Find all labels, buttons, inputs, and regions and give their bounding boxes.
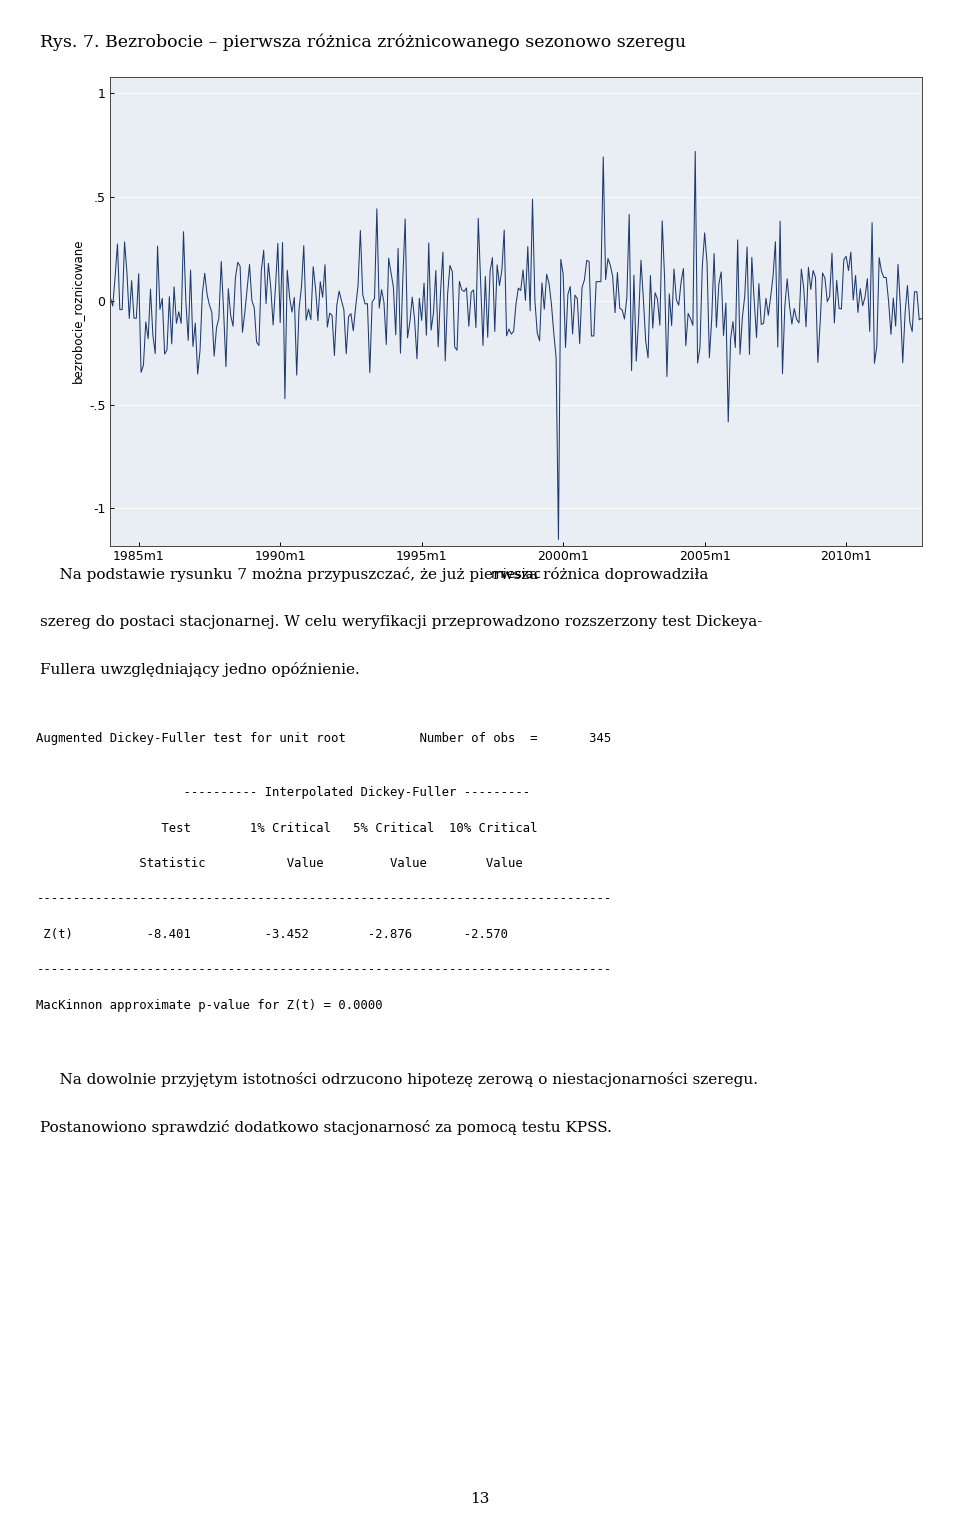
Y-axis label: bezrobocie_roznicowane: bezrobocie_roznicowane [70,238,84,384]
Text: Statistic           Value         Value        Value: Statistic Value Value Value [36,858,523,870]
Text: Z(t)          -8.401          -3.452        -2.876       -2.570: Z(t) -8.401 -3.452 -2.876 -2.570 [36,928,509,941]
Text: Postanowiono sprawdzić dodatkowo stacjonarnosć za pomocą testu KPSS.: Postanowiono sprawdzić dodatkowo stacjon… [40,1120,612,1134]
Text: 13: 13 [470,1492,490,1506]
Text: ---------- Interpolated Dickey-Fuller ---------: ---------- Interpolated Dickey-Fuller --… [36,787,531,799]
Text: Augmented Dickey-Fuller test for unit root          Number of obs  =       345: Augmented Dickey-Fuller test for unit ro… [36,732,612,744]
X-axis label: miesiac: miesiac [491,567,541,581]
Text: Na podstawie rysunku 7 można przypuszczać, że już pierwsza różnica doprowadziła: Na podstawie rysunku 7 można przypuszcza… [40,567,708,583]
Text: szereg do postaci stacjonarnej. W celu weryfikacji przeprowadzono rozszerzony te: szereg do postaci stacjonarnej. W celu w… [40,615,762,629]
Text: ------------------------------------------------------------------------------: ----------------------------------------… [36,893,612,905]
Text: Na dowolnie przyjętym istotności odrzucono hipotezę zerową o niestacjonarności s: Na dowolnie przyjętym istotności odrzuco… [40,1073,758,1087]
Text: Fullera uwzględniający jedno opóźnienie.: Fullera uwzględniający jedno opóźnienie. [40,662,360,678]
Text: ------------------------------------------------------------------------------: ----------------------------------------… [36,964,612,976]
Text: Rys. 7. Bezrobocie – pierwsza różnica zróżnicowanego sezonowo szeregu: Rys. 7. Bezrobocie – pierwsza różnica zr… [40,34,686,51]
Text: Test        1% Critical   5% Critical  10% Critical: Test 1% Critical 5% Critical 10% Critica… [36,822,538,835]
Text: MacKinnon approximate p-value for Z(t) = 0.0000: MacKinnon approximate p-value for Z(t) =… [36,999,383,1011]
